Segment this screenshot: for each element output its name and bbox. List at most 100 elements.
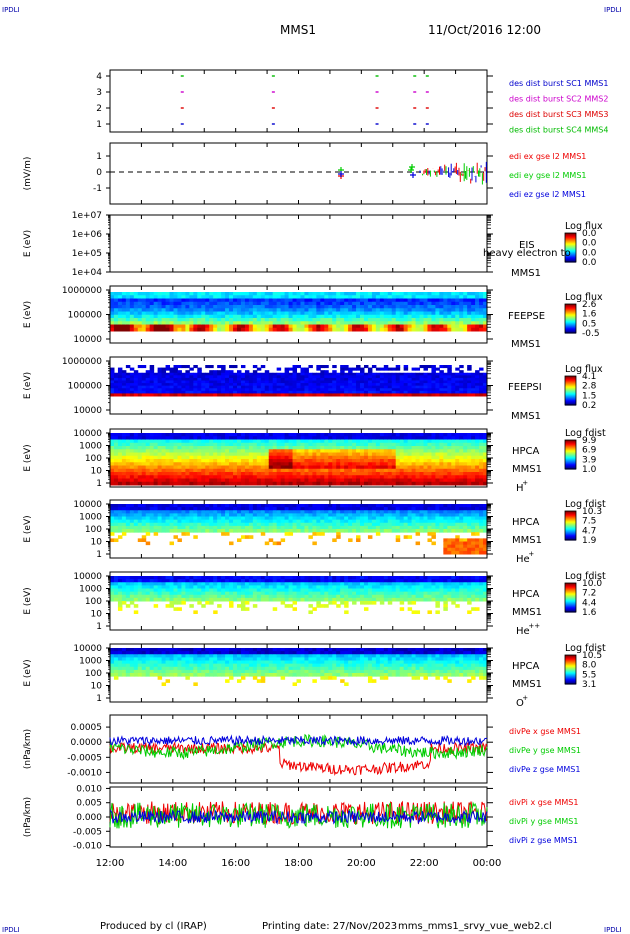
spectrogram-cell	[225, 314, 230, 319]
spectrogram-cell	[296, 301, 301, 306]
spectrogram-cell	[169, 305, 174, 309]
spectrogram-cell	[340, 305, 345, 309]
spectrogram-cell	[240, 380, 246, 384]
spectrogram-cell	[141, 433, 147, 437]
spectrogram-cell	[403, 475, 409, 479]
spectrogram-cell	[415, 452, 421, 457]
spectrogram-cell	[467, 481, 472, 486]
spectrogram-cell	[209, 481, 214, 486]
spectrogram-cell	[423, 327, 428, 332]
spectrogram-cell	[117, 370, 123, 374]
spectrogram-cell	[209, 439, 214, 444]
spectrogram-cell	[197, 452, 202, 457]
spectrogram-cell	[205, 504, 210, 508]
spectrogram-cell	[133, 380, 139, 384]
spectrogram-cell	[165, 452, 171, 457]
spectrogram-cell	[316, 481, 321, 486]
spectrogram-cell	[117, 465, 123, 470]
spectrogram-cell	[467, 383, 472, 387]
spectrogram-cell	[252, 385, 258, 389]
spectrogram-cell	[399, 455, 405, 460]
spectrogram-cell	[427, 298, 432, 303]
spectrogram-cell	[455, 449, 460, 453]
spectrogram-cell	[272, 472, 278, 476]
spectrogram-cell	[177, 472, 182, 476]
spectrogram-cell	[264, 465, 270, 470]
spectrogram-cell	[435, 318, 440, 322]
spectrogram-cell	[312, 507, 317, 511]
spectrogram-cell	[371, 459, 377, 463]
spectrogram-cell	[419, 380, 425, 384]
spectrogram-cell	[149, 465, 155, 470]
spectrogram-cell	[288, 510, 294, 514]
spectrogram-cell	[296, 298, 301, 303]
spectrogram-cell	[169, 388, 174, 392]
spectrogram-cell	[407, 439, 413, 444]
spectrogram-cell	[173, 298, 178, 303]
spectrogram-cell	[157, 292, 163, 296]
spectrogram-cell	[352, 472, 357, 476]
spectrogram-cell	[459, 442, 464, 447]
spectrogram-cell	[435, 311, 440, 316]
spectrogram-cell	[169, 507, 174, 511]
spectrogram-cell	[300, 468, 305, 473]
spectrogram-cell	[383, 327, 389, 332]
spectrogram-cell	[205, 446, 210, 450]
spectrogram-cell	[248, 468, 254, 473]
spectrogram-cell	[439, 388, 444, 392]
y-tick-label: 10000	[73, 429, 102, 439]
spectrogram-cell	[336, 446, 341, 450]
spectrogram-cell	[332, 481, 337, 486]
spectrogram-cell	[336, 459, 341, 463]
spectrogram-cell	[153, 507, 159, 511]
spectrogram-cell	[391, 393, 397, 397]
spectrogram-cell	[348, 324, 353, 329]
spectrogram-cell	[336, 516, 341, 521]
spectrogram-cell	[236, 522, 242, 527]
spectrogram-cell	[153, 321, 159, 325]
spectrogram-cell	[415, 321, 421, 325]
spectrogram-cell	[225, 385, 230, 389]
spectrogram-cell	[348, 436, 353, 440]
spectrogram-cell	[233, 481, 238, 486]
spectrogram-cell	[375, 507, 381, 511]
colorbar-segment	[565, 243, 576, 246]
spectrogram-cell	[205, 321, 210, 325]
spectrogram-cell	[475, 305, 480, 309]
spectrogram-cell	[387, 475, 393, 479]
spectrogram-cell	[360, 295, 365, 299]
spectrogram-cell	[292, 468, 298, 473]
colorbar-segment	[565, 403, 576, 405]
spectrogram-cell	[161, 318, 167, 322]
spectrogram-cell	[141, 311, 147, 316]
spectrogram-cell	[244, 481, 250, 486]
spectrogram-cell	[177, 446, 182, 450]
spectrogram-cell	[233, 472, 238, 476]
spectrogram-cell	[360, 292, 365, 296]
spectrogram-cell	[383, 380, 389, 384]
spectrogram-cell	[252, 462, 258, 466]
spectrogram-cell	[125, 385, 131, 389]
spectrogram-cell	[352, 519, 357, 524]
spectrogram-cell	[324, 439, 329, 444]
spectrogram-cell	[201, 504, 206, 508]
spectrogram-cell	[471, 308, 476, 312]
spectrogram-cell	[403, 383, 409, 387]
spectrogram-cell	[467, 314, 472, 319]
spectrogram-cell	[455, 433, 460, 437]
spectrogram-cell	[387, 301, 393, 306]
spectrogram-cell	[221, 446, 226, 450]
spectrogram-cell	[113, 436, 119, 440]
spectrogram-cell	[411, 292, 417, 296]
spectrogram-cell	[233, 298, 238, 303]
spectrogram-cell	[363, 390, 369, 394]
spectrogram-cell	[149, 442, 155, 447]
spectrogram-cell	[399, 301, 405, 306]
spectrogram-cell	[435, 433, 440, 437]
spectrogram-cell	[459, 311, 464, 316]
spectrogram-cell	[284, 375, 290, 379]
spectrogram-cell	[348, 298, 353, 303]
spectrogram-cell	[181, 308, 186, 312]
spectrogram-cell	[336, 377, 341, 381]
spectrogram-cell	[193, 375, 198, 379]
